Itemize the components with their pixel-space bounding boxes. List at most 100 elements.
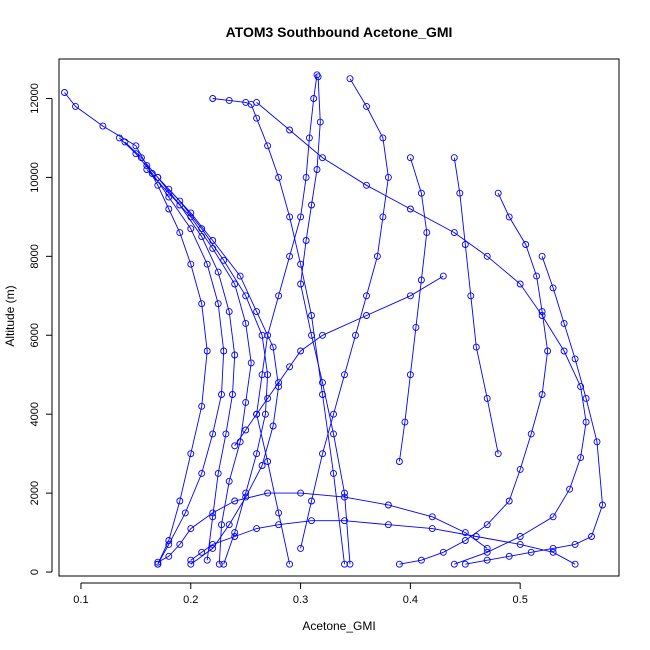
data-point: [115, 134, 123, 142]
data-point: [231, 529, 239, 537]
data-point: [187, 225, 195, 233]
data-point: [264, 142, 272, 150]
data-point: [264, 371, 272, 379]
data-point: [450, 560, 458, 568]
data-point: [384, 173, 392, 181]
data-point: [176, 497, 184, 505]
profile-line: [157, 492, 488, 563]
data-point: [258, 371, 266, 379]
data-point: [544, 347, 552, 355]
data-point: [363, 181, 370, 189]
data-point: [253, 114, 261, 122]
data-point: [341, 493, 348, 501]
data-point: [225, 96, 233, 104]
data-point: [310, 95, 318, 102]
data-point: [258, 331, 266, 339]
data-point: [483, 394, 491, 402]
data-point: [450, 154, 458, 162]
profile-line: [453, 157, 499, 454]
data-point: [209, 513, 217, 521]
y-axis-label: Altitude (m): [3, 285, 17, 346]
data-point: [363, 292, 370, 300]
data-point: [275, 292, 283, 300]
data-point: [231, 442, 239, 450]
data-point: [330, 430, 337, 438]
data-point: [319, 154, 326, 162]
data-point: [582, 394, 590, 402]
data-point: [395, 458, 403, 465]
data-point: [198, 300, 206, 308]
data-point: [505, 497, 513, 505]
data-point: [242, 319, 250, 327]
y-tick-label: 2000: [29, 481, 41, 505]
data-point: [406, 292, 414, 300]
data-point: [341, 489, 348, 497]
data-point: [384, 501, 392, 509]
data-point: [363, 312, 370, 319]
data-point: [384, 521, 392, 529]
data-point: [346, 560, 354, 568]
data-point: [577, 454, 585, 462]
data-point: [176, 197, 184, 205]
data-point: [417, 276, 425, 284]
data-point: [461, 560, 469, 568]
data-point: [297, 280, 305, 288]
data-point: [316, 118, 324, 126]
data-point: [187, 260, 195, 268]
data-point: [428, 525, 436, 533]
data-point: [346, 75, 354, 83]
x-tick-label: 0.4: [403, 594, 418, 606]
data-point: [242, 493, 250, 501]
data-point: [253, 525, 261, 533]
y-axis: 0 2000 4000 6000 8000 10000 12000: [29, 83, 53, 575]
y-tick-label: 6000: [29, 323, 41, 347]
data-point: [209, 237, 217, 244]
data-point: [242, 489, 250, 497]
data-point: [269, 422, 277, 430]
x-tick-label: 0.3: [293, 594, 308, 606]
data-point: [143, 166, 151, 173]
data-point: [571, 355, 579, 363]
data-point: [363, 102, 370, 110]
data-point: [516, 465, 524, 473]
data-point: [560, 319, 568, 327]
y-tick-label: 8000: [29, 244, 41, 268]
data-point: [165, 205, 173, 213]
data-point: [264, 458, 272, 465]
data-point: [231, 533, 239, 540]
data-point: [305, 134, 313, 142]
data-point: [297, 347, 305, 355]
data-point: [229, 391, 236, 398]
data-point: [222, 430, 230, 438]
data-point: [395, 560, 403, 568]
data-point: [417, 189, 425, 197]
data-point: [456, 189, 464, 197]
data-point: [209, 544, 217, 552]
data-point: [439, 548, 447, 556]
data-point: [461, 529, 469, 537]
data-point: [538, 391, 546, 398]
data-point: [297, 489, 305, 497]
data-point: [176, 540, 184, 548]
profile-line: [168, 188, 280, 565]
data-point: [225, 521, 233, 529]
data-point: [275, 521, 283, 529]
data-point: [341, 560, 348, 568]
data-point: [538, 312, 546, 319]
data-point: [209, 540, 217, 548]
data-point: [472, 533, 480, 540]
data-point: [220, 256, 228, 264]
data-point: [379, 134, 387, 142]
data-point: [269, 343, 277, 351]
data-point: [406, 154, 414, 162]
data-point: [148, 170, 156, 177]
data-point: [286, 560, 294, 568]
data-point: [218, 521, 225, 529]
data-point: [187, 525, 195, 533]
data-point: [165, 185, 173, 193]
data-point: [198, 233, 206, 241]
data-point: [143, 162, 151, 170]
data-point: [549, 548, 557, 556]
data-point: [253, 308, 261, 316]
data-point: [538, 308, 546, 316]
